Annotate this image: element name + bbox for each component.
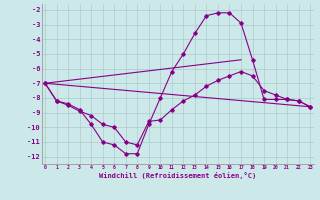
X-axis label: Windchill (Refroidissement éolien,°C): Windchill (Refroidissement éolien,°C)	[99, 172, 256, 179]
